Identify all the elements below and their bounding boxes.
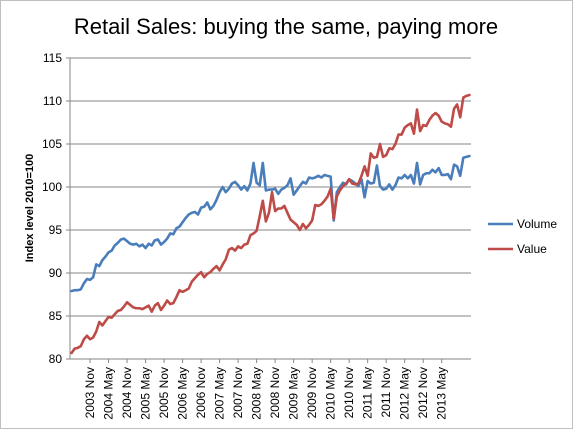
x-tick-label: 2011 May — [361, 367, 375, 419]
legend-label-value: Value — [517, 242, 547, 256]
gridlines — [70, 57, 471, 317]
x-tick-label: 2009 May — [287, 367, 301, 420]
x-tick-label: 2012 May — [398, 367, 412, 420]
x-tick-label: 2007 Nov — [231, 367, 245, 418]
x-tick-label: 2006 Nov — [194, 367, 208, 418]
x-tick-label: 2010 May — [324, 367, 338, 420]
x-tick-label: 2008 May — [250, 367, 264, 420]
x-tick-label: 2003 Nov — [83, 367, 97, 418]
series-lines — [70, 93, 471, 355]
x-tick-label: 2010 Nov — [342, 367, 356, 418]
x-tick-label: 2006 May — [176, 367, 190, 420]
y-tick-label: 105 — [42, 137, 62, 151]
legend-label-volume: Volume — [517, 217, 557, 231]
y-tick-label: 95 — [49, 223, 63, 237]
series-line-value — [70, 93, 471, 355]
x-tick-label: 2004 Nov — [120, 367, 134, 418]
chart-title: Retail Sales: buying the same, paying mo… — [74, 14, 498, 39]
x-tick-label: 2009 Nov — [305, 367, 319, 418]
x-tick-label: 2007 May — [213, 367, 227, 420]
y-tick-label: 115 — [43, 51, 62, 65]
y-tick-label: 90 — [49, 266, 63, 280]
y-axis-label: Index level 2010=100 — [24, 154, 36, 263]
x-tick-label: 2005 May — [139, 367, 153, 420]
x-tick-label: 2008 Nov — [268, 367, 282, 418]
series-line-volume — [70, 154, 471, 293]
y-tick-label: 80 — [49, 352, 63, 366]
x-axis-ticks: 2003 Nov 2004 May 2004 Nov 2005 May 2005 Nov… — [83, 359, 449, 420]
x-tick-label: 2011 Nov — [379, 367, 393, 417]
y-axis-ticks: 80 85 90 95 100 105 110 115 — [42, 51, 70, 366]
x-tick-label: 2013 May — [435, 367, 449, 420]
x-tick-label: 2004 May — [102, 367, 116, 420]
x-tick-label: 2005 Nov — [157, 367, 171, 418]
axes — [69, 58, 471, 360]
y-tick-label: 110 — [43, 94, 62, 108]
legend: Volume Value — [488, 217, 557, 256]
y-tick-label: 100 — [42, 180, 62, 194]
x-tick-label: 2012 Nov — [416, 367, 430, 418]
y-tick-label: 85 — [49, 309, 63, 323]
